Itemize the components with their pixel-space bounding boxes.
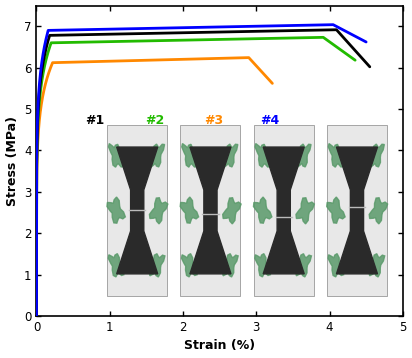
Y-axis label: Stress (MPa): Stress (MPa) xyxy=(5,116,19,206)
Text: #4: #4 xyxy=(260,114,279,127)
X-axis label: Strain (%): Strain (%) xyxy=(184,339,255,352)
Text: #1: #1 xyxy=(85,114,105,127)
Text: #3: #3 xyxy=(204,114,223,127)
Text: #2: #2 xyxy=(145,114,165,127)
